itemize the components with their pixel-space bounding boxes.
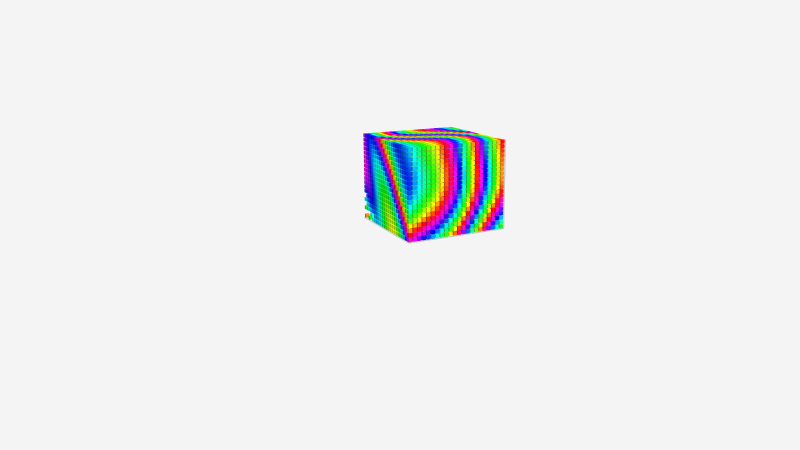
plot-figure xyxy=(0,0,800,450)
voxel-scatter-canvas[interactable] xyxy=(0,0,800,450)
